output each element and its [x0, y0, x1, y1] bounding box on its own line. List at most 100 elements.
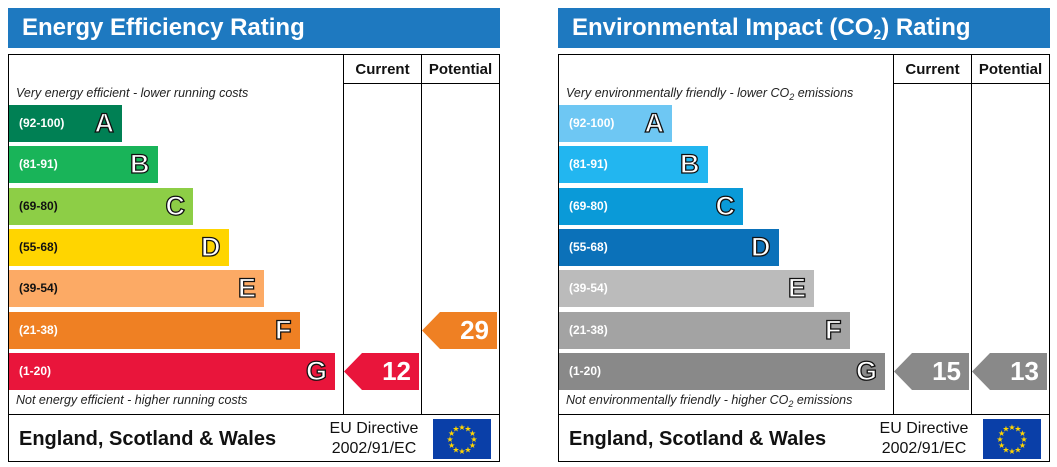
current-rating-value: 15	[932, 355, 961, 386]
band-range-label: (1-20)	[19, 363, 52, 378]
band-e: (39-54) E	[9, 270, 264, 308]
band-letter: D	[750, 231, 771, 262]
svg-text:★: ★	[1014, 425, 1021, 434]
svg-text:★: ★	[464, 445, 471, 454]
band-range-label: (81-91)	[19, 157, 58, 172]
top-note: Very energy efficient - lower running co…	[16, 86, 249, 100]
band-range-label: (92-100)	[19, 116, 65, 130]
svg-text:★: ★	[458, 423, 465, 432]
svg-text:★: ★	[1020, 435, 1027, 444]
band-g: (1-20) G	[559, 352, 885, 390]
band-letter: C	[715, 190, 736, 221]
band-letter: B	[679, 149, 700, 180]
svg-text:★: ★	[452, 445, 459, 454]
svg-text:★: ★	[998, 429, 1005, 438]
band-letter: A	[94, 107, 115, 138]
divider	[893, 83, 1049, 84]
svg-text:★: ★	[998, 441, 1005, 450]
current-rating-value: 12	[382, 355, 411, 386]
svg-text:★: ★	[458, 447, 465, 456]
svg-text:★: ★	[1019, 441, 1026, 450]
eu-flag-icon: ★★★★★★★★★★★★	[433, 419, 491, 459]
arrow-shape	[894, 352, 969, 390]
band-g: (1-20) G	[9, 352, 335, 390]
directive-line1: EU Directive	[879, 420, 969, 437]
divider	[343, 55, 344, 415]
directive-line2: 2002/91/EC	[881, 440, 967, 457]
arrow-shape	[344, 352, 419, 390]
potential-rating-arrow: 13	[972, 352, 1047, 390]
svg-text:★: ★	[1008, 447, 1015, 456]
band-letter: F	[274, 314, 292, 345]
divider	[559, 414, 1049, 415]
directive-line2: 2002/91/EC	[331, 440, 417, 457]
band-letter: B	[129, 149, 150, 180]
band-range-label: (69-80)	[569, 198, 608, 213]
environmental-impact-chart: Environmental Impact (CO2) Rating Curren…	[558, 8, 1050, 466]
potential-rating-value: 13	[1010, 355, 1039, 386]
band-d: (55-68) D	[559, 228, 779, 266]
svg-text:★: ★	[1019, 429, 1026, 438]
divider	[421, 55, 422, 415]
band-b: (81-91) B	[9, 146, 158, 184]
band-range-label: (1-20)	[569, 363, 602, 378]
band-a: (92-100) A	[9, 105, 122, 142]
svg-text:★: ★	[469, 429, 476, 438]
band-c: (69-80) C	[9, 187, 193, 225]
bottom-note: Not environmentally friendly - higher CO…	[566, 393, 853, 409]
band-letter: G	[305, 355, 327, 386]
svg-text:★: ★	[446, 435, 453, 444]
band-letter: C	[165, 190, 186, 221]
footer-region: England, Scotland & Wales	[19, 428, 277, 450]
band-f: (21-38) F	[559, 311, 850, 349]
chart-frame: Current Potential Very environmentally f…	[558, 54, 1050, 462]
svg-text:★: ★	[448, 429, 455, 438]
potential-rating-arrow: 29	[422, 311, 497, 349]
band-e: (39-54) E	[559, 270, 814, 308]
current-column-header: Current	[905, 61, 960, 78]
eu-flag-icon: ★★★★★★★★★★★★	[983, 419, 1041, 459]
band-range-label: (21-38)	[569, 322, 608, 337]
band-letter: A	[644, 107, 665, 138]
band-range-label: (55-68)	[19, 239, 58, 254]
bottom-note: Not energy efficient - higher running co…	[16, 393, 248, 407]
arrow-shape	[972, 352, 1047, 390]
band-range-label: (39-54)	[19, 281, 58, 296]
divider	[343, 83, 499, 84]
band-range-label: (69-80)	[19, 198, 58, 213]
energy-efficiency-chart: Energy Efficiency Rating Current Potenti…	[8, 8, 500, 466]
chart-frame: Current Potential Very energy efficient …	[8, 54, 500, 462]
band-range-label: (39-54)	[569, 281, 608, 296]
band-range-label: (21-38)	[19, 322, 58, 337]
svg-text:★: ★	[448, 441, 455, 450]
band-range-label: (81-91)	[569, 157, 608, 172]
potential-column-header: Potential	[428, 61, 493, 78]
svg-text:★: ★	[470, 435, 477, 444]
current-rating-arrow: 15	[894, 352, 969, 390]
band-range-label: (92-100)	[569, 116, 615, 130]
svg-text:★: ★	[1014, 445, 1021, 454]
band-f: (21-38) F	[9, 311, 300, 349]
band-letter: E	[237, 273, 256, 304]
svg-text:★: ★	[464, 425, 471, 434]
top-note: Very environmentally friendly - lower CO…	[566, 86, 854, 102]
svg-text:★: ★	[1002, 425, 1009, 434]
svg-text:★: ★	[452, 425, 459, 434]
band-letter: G	[855, 355, 877, 386]
divider	[971, 55, 972, 415]
band-c: (69-80) C	[559, 187, 743, 225]
band-a: (92-100) A	[559, 105, 672, 142]
svg-text:★: ★	[996, 435, 1003, 444]
svg-text:★: ★	[469, 441, 476, 450]
footer-directive: EU Directive 2002/91/EC	[324, 419, 424, 459]
chart-title: Environmental Impact (CO2) Rating	[558, 8, 1050, 48]
potential-column-header: Potential	[978, 61, 1043, 78]
current-rating-arrow: 12	[344, 352, 419, 390]
directive-line1: EU Directive	[329, 420, 419, 437]
arrow-shape	[422, 311, 497, 349]
divider	[893, 55, 894, 415]
band-letter: E	[787, 273, 806, 304]
chart-title: Energy Efficiency Rating	[8, 8, 500, 48]
footer-region: England, Scotland & Wales	[569, 428, 827, 450]
footer-directive: EU Directive 2002/91/EC	[874, 419, 974, 459]
